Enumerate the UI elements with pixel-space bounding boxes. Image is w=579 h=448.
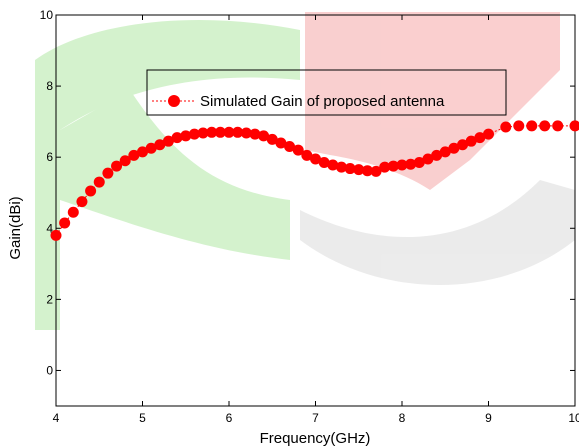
data-point bbox=[422, 153, 434, 165]
legend-label: Simulated Gain of proposed antenna bbox=[200, 93, 445, 110]
data-point bbox=[405, 158, 417, 170]
data-point bbox=[569, 120, 579, 132]
watermark-green-shape-2 bbox=[60, 90, 290, 260]
data-point bbox=[513, 120, 525, 132]
x-axis-title: Frequency(GHz) bbox=[260, 430, 371, 447]
x-tick-label: 5 bbox=[139, 411, 146, 425]
data-point bbox=[171, 132, 183, 144]
data-point bbox=[67, 206, 79, 218]
data-point bbox=[284, 141, 296, 153]
data-point bbox=[387, 160, 399, 172]
data-point bbox=[188, 128, 200, 140]
data-point bbox=[353, 164, 365, 176]
watermark bbox=[35, 12, 575, 330]
y-tick-label: 6 bbox=[46, 150, 53, 164]
y-tick-label: 2 bbox=[46, 292, 53, 306]
data-point bbox=[361, 165, 373, 177]
legend-box bbox=[146, 69, 507, 116]
x-axis: 4 5 6 7 8 9 10 bbox=[53, 15, 579, 425]
data-point bbox=[50, 229, 62, 241]
data-point bbox=[232, 126, 244, 138]
data-point bbox=[483, 128, 494, 140]
data-point bbox=[370, 165, 382, 177]
data-point bbox=[180, 130, 192, 142]
data-point bbox=[266, 133, 278, 145]
data-point bbox=[249, 128, 261, 140]
data-point bbox=[292, 144, 304, 156]
data-point bbox=[76, 196, 88, 208]
data-point bbox=[431, 149, 443, 161]
data-point bbox=[465, 135, 477, 147]
data-point bbox=[197, 127, 209, 139]
data-point bbox=[310, 153, 321, 165]
y-axis: 0 2 4 6 8 10 bbox=[40, 8, 575, 377]
data-point bbox=[396, 159, 408, 171]
data-point bbox=[223, 126, 235, 138]
y-tick-label: 4 bbox=[46, 221, 53, 235]
data-point bbox=[344, 163, 356, 175]
data-point bbox=[526, 120, 538, 132]
legend: Simulated Gain of proposed antenna bbox=[146, 69, 507, 116]
y-tick-label: 8 bbox=[46, 79, 53, 93]
x-tick-label: 9 bbox=[485, 411, 492, 425]
data-point bbox=[413, 157, 425, 169]
y-axis-title: Gain(dBi) bbox=[7, 196, 24, 259]
x-tick-label: 8 bbox=[399, 411, 406, 425]
y-tick-label: 10 bbox=[40, 8, 54, 22]
data-point bbox=[102, 167, 114, 179]
data-point bbox=[162, 135, 174, 147]
data-point bbox=[379, 161, 391, 173]
data-point bbox=[145, 142, 157, 154]
watermark-red-shape bbox=[305, 12, 560, 190]
data-point bbox=[448, 142, 460, 154]
data-point bbox=[128, 149, 140, 161]
data-point bbox=[318, 157, 330, 169]
data-point bbox=[214, 126, 226, 138]
data-point bbox=[111, 160, 123, 172]
data-point bbox=[240, 127, 252, 139]
y-tick-label: 0 bbox=[46, 363, 53, 377]
x-tick-label: 10 bbox=[568, 411, 579, 425]
data-point bbox=[258, 130, 270, 142]
data-point bbox=[85, 185, 97, 197]
data-point bbox=[206, 126, 218, 138]
data-point bbox=[539, 120, 551, 132]
x-tick-label: 7 bbox=[312, 411, 319, 425]
data-point bbox=[275, 137, 287, 149]
data-point bbox=[327, 159, 339, 171]
x-tick-label: 4 bbox=[53, 411, 60, 425]
data-point bbox=[119, 155, 131, 167]
data-point bbox=[474, 132, 486, 144]
data-point bbox=[552, 120, 564, 132]
watermark-green-shape bbox=[35, 20, 300, 330]
data-point bbox=[439, 146, 451, 158]
data-point bbox=[154, 139, 166, 151]
data-point bbox=[500, 121, 512, 133]
data-point bbox=[335, 161, 347, 173]
data-point bbox=[59, 217, 71, 229]
data-point bbox=[137, 146, 148, 158]
series-markers bbox=[50, 120, 579, 241]
legend-marker bbox=[168, 95, 180, 107]
data-point bbox=[93, 176, 105, 188]
x-tick-label: 6 bbox=[226, 411, 233, 425]
data-point bbox=[301, 149, 313, 161]
data-point bbox=[457, 139, 469, 151]
watermark-gray-shape bbox=[300, 180, 575, 285]
